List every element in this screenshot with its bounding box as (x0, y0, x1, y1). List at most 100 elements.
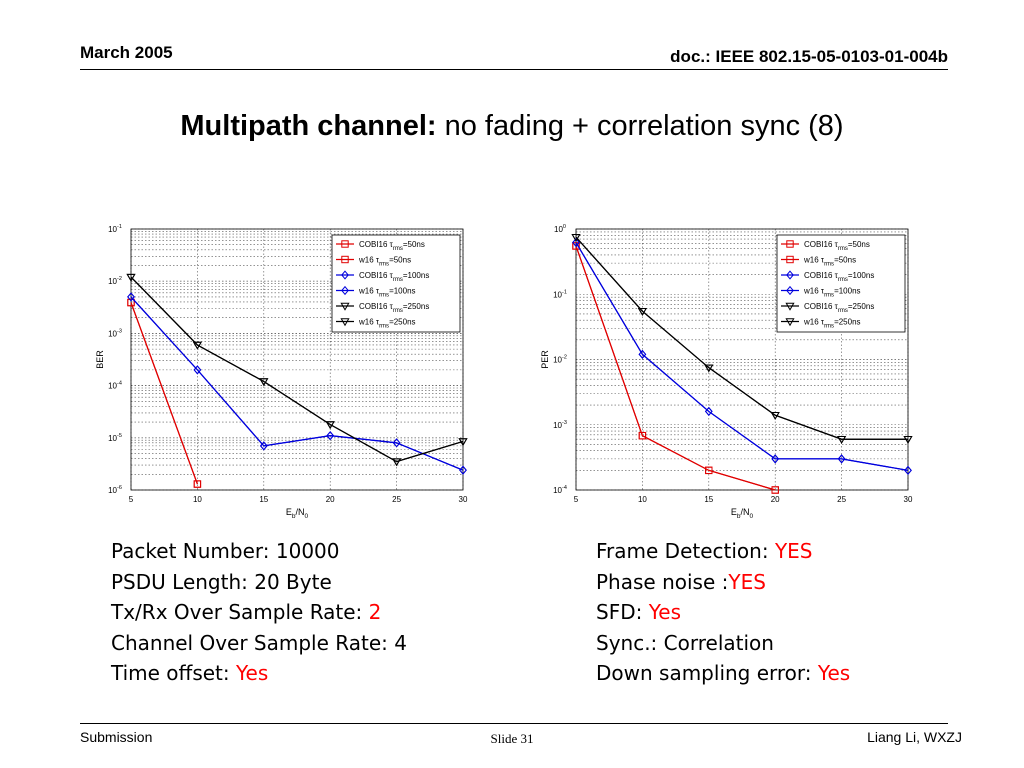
y-tick-label: 10-1 (108, 224, 122, 234)
legend-entry-rest: =50ns (403, 240, 425, 249)
legend-entry-sub: rms (393, 308, 403, 314)
data-point-square (771, 486, 779, 494)
legend-entry-sub: rms (824, 262, 834, 268)
legend-entry-rest: =100ns (834, 287, 860, 296)
y-tick-label: 10-4 (108, 381, 122, 391)
data-point-diamond (786, 270, 794, 280)
y-tick-exponent: -6 (117, 485, 122, 491)
y-tick-label: 100 (554, 224, 566, 234)
data-point-square (638, 431, 647, 440)
header-date: March 2005 (80, 43, 173, 62)
data-point-square (786, 240, 794, 248)
header-rule (80, 69, 948, 70)
x-tick-label: 20 (326, 495, 335, 504)
data-point-triangle (340, 318, 350, 327)
slide-title: Multipath channel: no fading + correlati… (0, 110, 1024, 143)
x-tick-label: 25 (837, 495, 846, 504)
y-tick-label: 10-2 (108, 276, 122, 286)
legend-entry-sub: rms (824, 324, 834, 330)
x-axis-label-sub: 0 (750, 513, 754, 520)
series-line (130, 302, 198, 485)
series (127, 298, 202, 488)
series-line (130, 276, 464, 463)
y-tick-label: 10-4 (553, 485, 567, 495)
x-tick-label: 5 (574, 495, 579, 504)
y-tick-label: 10-6 (108, 485, 122, 495)
data-point-diamond (341, 270, 349, 280)
legend-entry-rest: =250ns (403, 302, 429, 311)
y-tick-exponent: 0 (563, 224, 566, 230)
param-row: Sync.: Correlation (596, 630, 774, 655)
legend-entry-sub: rms (379, 324, 389, 330)
data-point-triangle (126, 273, 136, 282)
x-tick-label: 15 (259, 495, 268, 504)
legend-entry-sub: rms (824, 293, 834, 299)
series (572, 237, 912, 475)
y-tick-label: 10-5 (108, 433, 122, 443)
data-point-diamond (771, 454, 780, 464)
x-tick-label: 5 (129, 495, 134, 504)
legend-entry-rest: =50ns (848, 240, 870, 249)
legend-entry-sub: rms (393, 246, 403, 252)
y-axis-label: PER (540, 350, 550, 369)
footer-submission: Submission (80, 729, 153, 745)
series-line (575, 245, 776, 491)
params-right-list: Frame Detection: YES Phase noise :YES SF… (596, 536, 850, 689)
x-axis-label-sub: 0 (305, 513, 309, 520)
data-point-square (786, 255, 794, 264)
legend-entry-sub: rms (379, 293, 389, 299)
x-axis-label-slash: /N (296, 507, 305, 517)
legend-entry-rest: =100ns (403, 271, 429, 280)
param-row: Phase noise :YES (596, 569, 766, 594)
data-point-triangle (704, 364, 714, 373)
x-axis-label-sub: b (737, 513, 741, 520)
plot-frame (575, 228, 909, 491)
data-point-diamond (259, 441, 268, 451)
series (572, 242, 779, 494)
data-point-diamond (127, 292, 135, 302)
y-tick-exponent: -4 (117, 381, 122, 387)
series-line (575, 242, 909, 471)
x-axis-label: Eb/N0 (731, 507, 754, 520)
legend-entry-rest: =50ns (389, 256, 411, 265)
series (127, 292, 467, 475)
data-point-diamond (459, 465, 467, 475)
data-point-diamond (786, 285, 794, 296)
data-point-square (341, 255, 349, 264)
y-tick-exponent: -1 (562, 289, 567, 295)
y-tick-label: 10-1 (553, 289, 567, 299)
legend-entry-sub: rms (838, 277, 848, 283)
footer-slide-number: Slide 31 (490, 731, 534, 746)
data-point-triangle (192, 341, 202, 350)
data-point-square (341, 240, 349, 248)
data-point-triangle (770, 412, 780, 420)
data-point-triangle (785, 318, 795, 327)
param-row: Down sampling error: Yes (596, 661, 851, 685)
legend-entry-rest: =100ns (848, 271, 874, 280)
data-point-diamond (638, 349, 647, 359)
data-point-square (127, 298, 135, 307)
data-point-triangle (637, 307, 647, 316)
y-tick-exponent: -4 (562, 485, 567, 491)
y-axis-label: BER (95, 350, 105, 369)
series-line (575, 236, 908, 440)
x-axis-label-sub: b (292, 513, 296, 520)
slide-title-bold: Multipath channel: (180, 110, 437, 142)
y-tick-label: 10-2 (553, 355, 567, 365)
data-point-triangle (259, 378, 269, 387)
x-tick-label: 30 (904, 495, 913, 504)
y-tick-exponent: -3 (562, 420, 567, 426)
x-tick-label: 30 (459, 495, 468, 504)
data-point-diamond (572, 237, 580, 248)
y-tick-exponent: -2 (117, 276, 122, 282)
legend-entry-rest: =50ns (834, 256, 856, 265)
x-axis-label-slash: /N (741, 507, 750, 517)
x-tick-label: 10 (638, 495, 647, 504)
data-point-triangle (392, 458, 402, 467)
y-tick-label: 10-3 (553, 420, 567, 430)
legend-entry-sub: rms (838, 308, 848, 314)
data-point-triangle (340, 302, 350, 311)
footer-author: Liang Li, WXZJ (867, 729, 962, 745)
data-point-triangle (785, 302, 795, 311)
series (126, 273, 468, 467)
